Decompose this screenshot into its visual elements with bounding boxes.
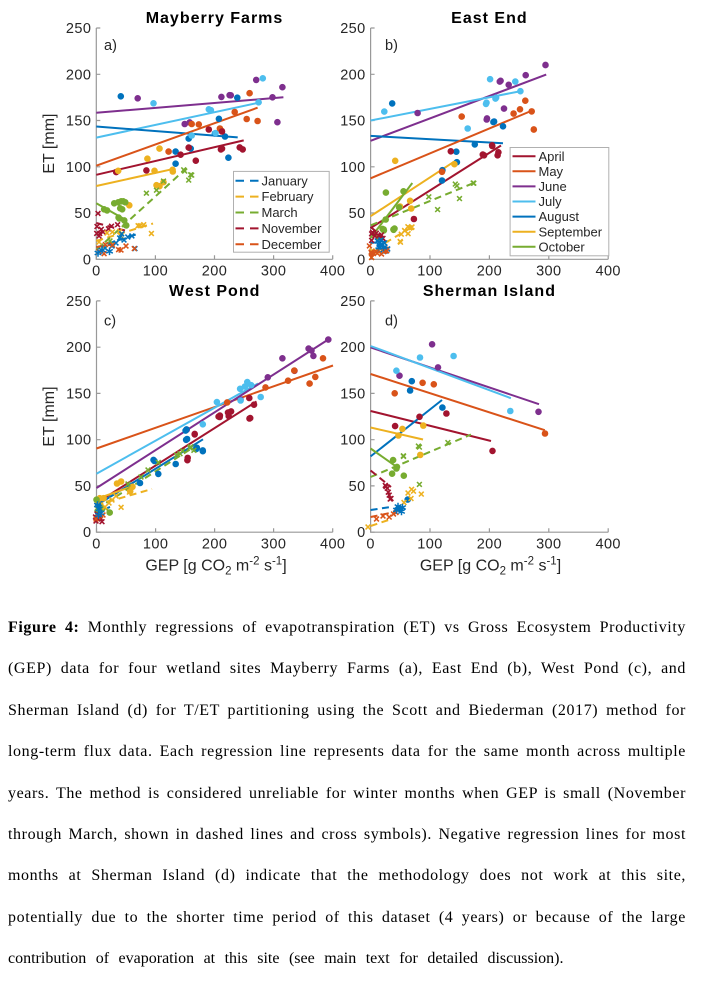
svg-text:300: 300 [261,536,286,552]
svg-text:d): d) [385,314,398,330]
svg-text:200: 200 [66,340,91,356]
svg-text:100: 100 [143,536,168,552]
svg-text:September: September [539,224,603,239]
svg-text:0: 0 [357,525,365,541]
svg-text:200: 200 [340,67,365,83]
svg-text:150: 150 [66,114,91,130]
svg-text:Mayberry Farms: Mayberry Farms [146,10,284,27]
svg-text:June: June [539,179,567,194]
svg-text:200: 200 [202,536,227,552]
svg-text:East End: East End [451,10,527,27]
svg-text:100: 100 [66,160,91,176]
svg-text:0: 0 [83,525,91,541]
svg-text:GEP [g CO2 m-2 s-1]: GEP [g CO2 m-2 s-1] [420,556,561,578]
svg-text:b): b) [385,38,398,54]
svg-text:200: 200 [477,536,502,552]
svg-text:400: 400 [595,536,620,552]
svg-text:300: 300 [261,264,286,280]
svg-text:400: 400 [320,536,345,552]
svg-text:a): a) [104,38,117,54]
svg-text:400: 400 [320,264,345,280]
svg-text:November: November [262,221,323,236]
svg-text:April: April [539,149,565,164]
svg-text:c): c) [104,314,116,330]
svg-text:100: 100 [340,433,365,449]
svg-text:250: 250 [66,21,91,37]
svg-text:250: 250 [340,21,365,37]
svg-text:50: 50 [75,479,92,495]
svg-text:400: 400 [595,264,620,280]
svg-text:250: 250 [340,294,365,310]
svg-text:August: August [539,209,580,224]
svg-text:200: 200 [340,340,365,356]
svg-text:West Pond: West Pond [169,283,260,300]
svg-text:300: 300 [536,264,561,280]
svg-text:ET [mm]: ET [mm] [41,386,58,446]
svg-text:ET [mm]: ET [mm] [41,114,58,174]
svg-text:February: February [262,189,315,204]
svg-text:0: 0 [357,252,365,268]
svg-text:100: 100 [417,264,442,280]
svg-text:250: 250 [66,294,91,310]
svg-text:0: 0 [83,252,91,268]
svg-text:50: 50 [74,206,91,222]
svg-text:March: March [262,205,298,220]
svg-text:200: 200 [202,264,227,280]
svg-text:200: 200 [66,67,91,83]
svg-text:100: 100 [417,536,442,552]
svg-text:0: 0 [92,536,100,552]
svg-text:200: 200 [477,264,502,280]
svg-text:May: May [539,164,564,179]
svg-text:150: 150 [340,386,365,402]
svg-text:GEP [g CO2 m-2 s-1]: GEP [g CO2 m-2 s-1] [145,556,286,578]
svg-text:0: 0 [366,536,374,552]
svg-text:October: October [539,239,586,254]
svg-text:100: 100 [143,264,168,280]
svg-text:0: 0 [366,264,374,280]
svg-text:0: 0 [92,264,100,280]
svg-text:300: 300 [536,536,561,552]
svg-text:January: January [262,173,309,188]
svg-text:50: 50 [349,206,366,222]
svg-text:100: 100 [340,160,365,176]
svg-text:150: 150 [340,114,365,130]
svg-text:150: 150 [66,386,91,402]
svg-text:December: December [262,237,323,252]
svg-text:50: 50 [349,479,366,495]
svg-text:Sherman Island: Sherman Island [423,283,556,300]
svg-text:100: 100 [66,433,91,449]
svg-text:July: July [539,194,563,209]
